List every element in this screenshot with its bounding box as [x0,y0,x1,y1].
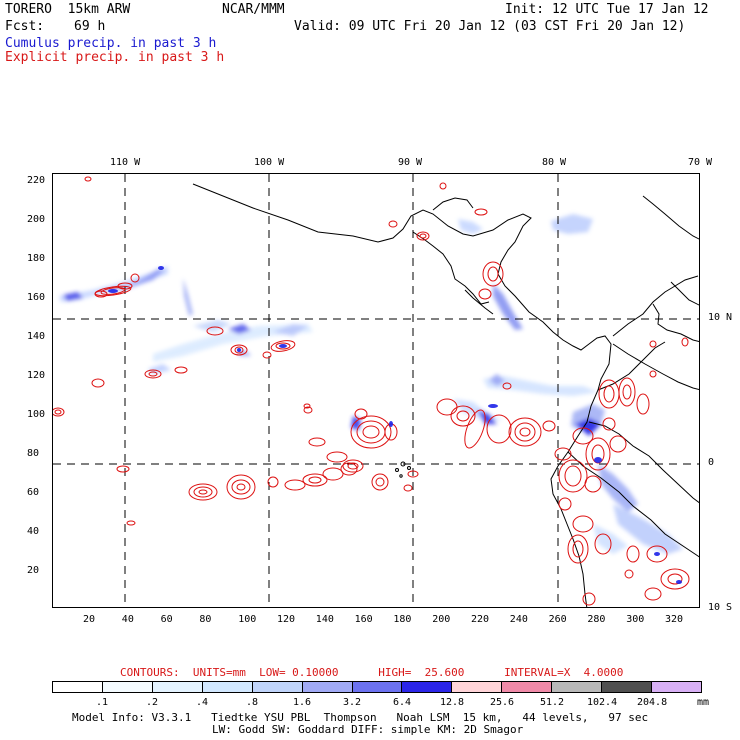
x-tick-label: 80 [199,614,212,625]
y-tick-label: 160 [27,292,46,303]
longitude-label: 70 W [688,157,713,168]
x-tick-label: 280 [587,614,606,625]
colorbar-unit: mm [697,697,710,708]
x-tick-label: 220 [471,614,490,625]
colorbar-swatch [652,682,701,692]
x-tick-label: 140 [315,614,334,625]
latitude-label: 10 S [708,602,733,613]
colorbar-label: .8 [246,697,259,708]
y-tick-label: 20 [27,565,40,576]
colorbar-label: .4 [196,697,209,708]
x-tick-label: 40 [121,614,134,625]
explicit-precip-title: Explicit precip. in past 3 h [5,50,225,65]
x-tick-label: 240 [509,614,528,625]
y-tick-label: 40 [27,526,40,537]
forecast-label: Fcst: [5,19,45,34]
latitude-label: 10 N [708,312,733,323]
x-tick-label: 180 [393,614,412,625]
longitude-label: 90 W [398,157,423,168]
colorbar-label: 25.6 [490,697,515,708]
x-tick-label: 60 [160,614,173,625]
cumulus-shading [59,214,683,554]
x-tick-label: 100 [238,614,257,625]
colorbar-swatch [602,682,653,692]
colorbar [52,681,702,693]
map-svg [53,174,699,607]
x-tick-label: 160 [354,614,373,625]
latitude-label: 0 [708,457,715,468]
y-tick-label: 60 [27,487,40,498]
colorbar-swatch [302,682,353,692]
y-tick-label: 100 [27,409,46,420]
colorbar-label: 102.4 [587,697,618,708]
coastline [192,183,699,607]
longitude-label: 110 W [110,157,141,168]
x-tick-label: 200 [432,614,451,625]
colorbar-label: 1.6 [293,697,312,708]
explicit-contours [53,176,690,606]
precipitation-map [52,173,700,608]
y-tick-label: 200 [27,214,46,225]
colorbar-swatch [352,682,403,692]
y-tick-label: 80 [27,448,40,459]
organization: NCAR/MMM [222,2,285,17]
colorbar-swatch [152,682,203,692]
y-tick-label: 220 [27,175,46,186]
colorbar-label: 3.2 [343,697,362,708]
cumulus-precip-title: Cumulus precip. in past 3 h [5,36,217,51]
y-tick-label: 140 [27,331,46,342]
x-tick-label: 300 [626,614,645,625]
longitude-label: 100 W [254,157,285,168]
colorbar-swatch [252,682,303,692]
colorbar-label: .2 [146,697,159,708]
colorbar-label: 12.8 [440,697,465,708]
colorbar-swatch [53,682,103,692]
init-time: Init: 12 UTC Tue 17 Jan 12 [505,2,709,17]
x-tick-label: 320 [665,614,684,625]
x-tick-label: 20 [83,614,96,625]
contours-info: CONTOURS: UNITS=mm LOW= 0.10000 HIGH= 25… [120,666,624,679]
y-tick-label: 180 [27,253,46,264]
cumulus-core [108,266,682,584]
model-name: TORERO 15km ARW [5,2,131,17]
colorbar-swatch [402,682,453,692]
colorbar-swatch [452,682,503,692]
colorbar-label: 204.8 [637,697,668,708]
forecast-hours: 69 h [74,19,106,34]
colorbar-label: 6.4 [393,697,412,708]
valid-time: Valid: 09 UTC Fri 20 Jan 12 (03 CST Fri … [294,19,686,34]
colorbar-label: .1 [96,697,109,708]
physics-info: LW: Godd SW: Goddard DIFF: simple KM: 2D… [212,723,524,736]
colorbar-swatch [552,682,603,692]
longitude-label: 80 W [542,157,567,168]
colorbar-swatch [102,682,153,692]
colorbar-label: 51.2 [540,697,565,708]
colorbar-swatch [502,682,553,692]
model-info: Model Info: V3.3.1 Tiedtke YSU PBL Thomp… [72,711,649,724]
grid-lines [53,174,699,607]
colorbar-swatch [202,682,253,692]
x-tick-label: 120 [277,614,296,625]
x-tick-label: 260 [548,614,567,625]
y-tick-label: 120 [27,370,46,381]
